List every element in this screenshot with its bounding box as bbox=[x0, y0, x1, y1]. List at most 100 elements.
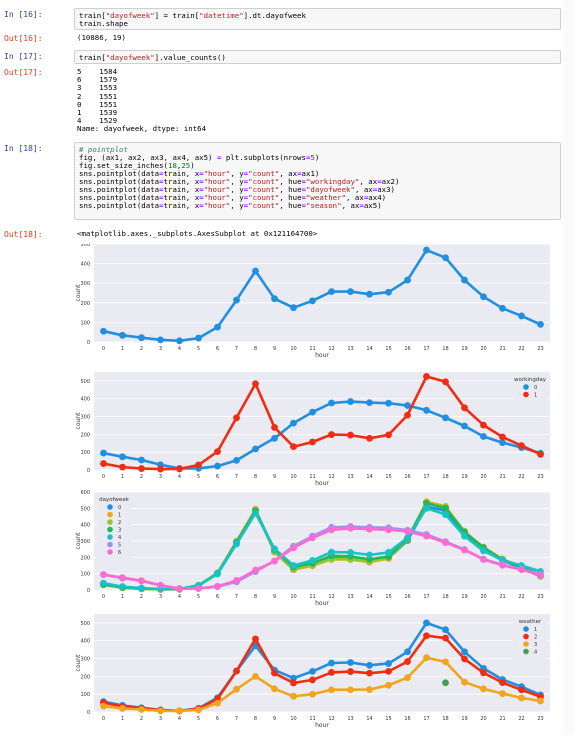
code-token: train.shape bbox=[79, 19, 128, 28]
data-point bbox=[366, 661, 373, 669]
code-token: "hour" bbox=[203, 193, 231, 202]
notebook-cell-18[interactable]: In [18]: # pointplot fig, (ax1, ax2, ax3,… bbox=[0, 142, 574, 239]
x-tick-label: 19 bbox=[461, 594, 467, 600]
data-point bbox=[138, 584, 145, 592]
data-point bbox=[537, 450, 544, 458]
x-tick-label: 9 bbox=[273, 716, 276, 722]
code-token: = bbox=[301, 193, 306, 202]
data-point bbox=[461, 422, 468, 430]
data-point bbox=[442, 626, 449, 634]
data-point bbox=[347, 659, 354, 666]
x-tick-label: 23 bbox=[537, 474, 543, 480]
data-point bbox=[328, 686, 335, 694]
code-token: , ax bbox=[279, 169, 298, 178]
code-token: = bbox=[199, 169, 204, 178]
legend-marker bbox=[523, 391, 529, 398]
y-tick-label: 400 bbox=[80, 397, 90, 403]
x-tick-label: 10 bbox=[290, 346, 296, 352]
legend-title: weather bbox=[519, 619, 542, 625]
code-token: , bbox=[176, 161, 182, 170]
data-point bbox=[138, 334, 145, 342]
data-point bbox=[461, 546, 468, 554]
x-tick-label: 13 bbox=[347, 474, 353, 480]
data-point bbox=[423, 504, 430, 512]
data-point bbox=[309, 557, 316, 564]
data-point bbox=[404, 411, 411, 419]
x-tick-label: 22 bbox=[518, 474, 524, 480]
data-point bbox=[214, 582, 221, 590]
y-tick-label: 0 bbox=[87, 468, 90, 474]
data-point bbox=[442, 658, 449, 666]
code-token: "dayofweek" bbox=[305, 185, 355, 194]
data-point bbox=[480, 421, 487, 429]
data-point bbox=[100, 702, 107, 710]
data-point bbox=[233, 456, 240, 464]
code-token: 18 bbox=[168, 161, 177, 170]
data-point bbox=[309, 690, 316, 698]
code-editor[interactable]: train["dayofweek"].value_counts() bbox=[74, 50, 561, 64]
legend-box bbox=[513, 375, 547, 402]
x-tick-label: 16 bbox=[404, 474, 410, 480]
data-point bbox=[119, 463, 126, 471]
code-token: ax4) bbox=[368, 193, 387, 202]
code-token: 5 bbox=[310, 153, 315, 162]
x-tick-label: 7 bbox=[235, 346, 238, 352]
code-line: fig, (ax1, ax2, ax3, ax4, ax5) = plt.sub… bbox=[79, 154, 556, 162]
code-editor[interactable]: # pointplot fig, (ax1, ax2, ax3, ax4, ax5… bbox=[74, 142, 561, 220]
data-point bbox=[271, 434, 278, 442]
data-point bbox=[138, 706, 145, 713]
x-tick-label: 0 bbox=[102, 594, 105, 600]
data-point bbox=[537, 571, 544, 579]
series-1 bbox=[100, 373, 544, 473]
x-tick-label: 16 bbox=[404, 346, 410, 352]
data-point bbox=[442, 679, 449, 687]
legend-label: 5 bbox=[118, 543, 121, 549]
legend-marker bbox=[107, 526, 113, 533]
output-prompt: Out[18]: bbox=[4, 230, 43, 239]
legend-label: 1 bbox=[534, 393, 537, 399]
x-tick-label: 3 bbox=[159, 594, 162, 600]
data-point bbox=[195, 585, 202, 592]
code-token: = bbox=[159, 169, 164, 178]
data-point bbox=[347, 549, 354, 556]
code-token: # pointplot bbox=[79, 145, 128, 154]
data-point bbox=[290, 679, 297, 687]
data-point bbox=[480, 293, 487, 301]
code-token: = bbox=[301, 185, 306, 194]
y-tick-label: 400 bbox=[80, 639, 90, 645]
legend-marker bbox=[523, 641, 529, 647]
notebook-cell-17[interactable]: In [17]: train["dayofweek"].value_counts… bbox=[0, 50, 574, 140]
code-line: train.shape bbox=[79, 20, 556, 28]
notebook-cell-16[interactable]: In [16]: train["dayofweek"] = train["dat… bbox=[0, 8, 574, 48]
data-point bbox=[518, 686, 525, 694]
legend-label: 3 bbox=[118, 528, 121, 534]
data-point bbox=[328, 399, 335, 407]
legend-marker bbox=[107, 549, 113, 555]
legend-marker bbox=[107, 504, 113, 510]
data-point bbox=[404, 276, 411, 284]
code-token: = bbox=[305, 153, 311, 162]
data-point bbox=[271, 545, 278, 553]
data-point bbox=[385, 431, 392, 439]
code-token: = bbox=[199, 193, 204, 202]
data-point bbox=[347, 398, 354, 405]
x-tick-label: 5 bbox=[197, 716, 200, 722]
scrollbar-track[interactable] bbox=[563, 0, 574, 735]
x-tick-label: 2 bbox=[140, 716, 143, 722]
code-token: sns.pointplot(data bbox=[79, 177, 160, 186]
code-token: = bbox=[159, 201, 164, 210]
data-point bbox=[366, 551, 373, 559]
code-token: ) bbox=[314, 153, 320, 162]
x-axis-label: hour bbox=[315, 600, 329, 607]
code-token: , y bbox=[230, 193, 244, 202]
data-point bbox=[499, 304, 506, 312]
data-point bbox=[499, 439, 506, 446]
y-tick-label: 300 bbox=[80, 657, 90, 663]
code-editor[interactable]: train["dayofweek"] = train["datetime"].d… bbox=[74, 8, 561, 30]
code-token: ) bbox=[190, 161, 195, 170]
data-point bbox=[366, 525, 373, 533]
x-tick-label: 0 bbox=[102, 716, 105, 722]
code-line: sns.pointplot(data=train, x="hour", y="c… bbox=[79, 170, 556, 178]
code-token: "hour" bbox=[203, 185, 231, 194]
